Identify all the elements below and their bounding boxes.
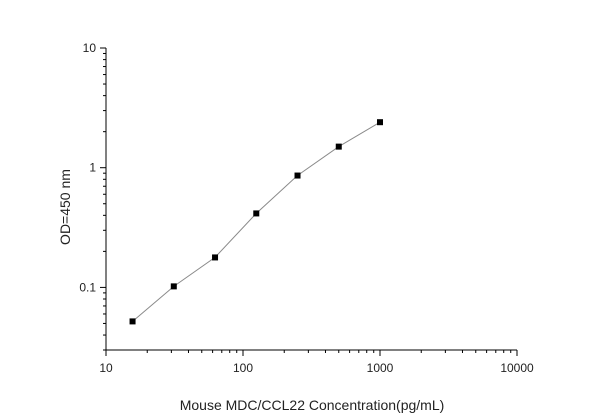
data-series bbox=[129, 119, 383, 325]
series-line bbox=[132, 121, 381, 322]
x-tick-label: 10000 bbox=[500, 361, 534, 375]
axes bbox=[105, 48, 517, 351]
x-axis-ticks: 10 100 1000 10000 bbox=[99, 350, 534, 375]
data-point bbox=[170, 283, 177, 290]
y-tick-label: 1 bbox=[89, 161, 96, 175]
x-tick-label: 10 bbox=[99, 361, 113, 375]
data-point bbox=[212, 254, 219, 261]
y-axis-ticks: 0.1 1 10 bbox=[79, 41, 106, 351]
y-axis-label: OD=450 nm bbox=[57, 169, 73, 245]
x-axis-label: Mouse MDC/CCL22 Concentration(pg/mL) bbox=[180, 397, 445, 413]
x-tick-label: 1000 bbox=[367, 361, 394, 375]
data-point bbox=[129, 318, 136, 325]
data-point bbox=[253, 210, 260, 217]
y-tick-label: 0.1 bbox=[79, 280, 96, 294]
data-point bbox=[335, 143, 342, 150]
data-point bbox=[377, 119, 383, 126]
x-tick-label: 100 bbox=[233, 361, 253, 375]
data-point bbox=[294, 172, 301, 179]
y-tick-label: 10 bbox=[83, 41, 97, 55]
